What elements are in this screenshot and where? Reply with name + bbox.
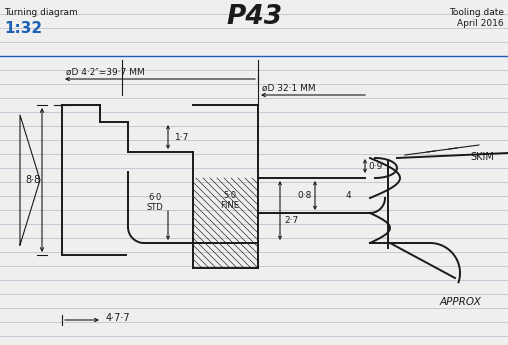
Text: 6·0
STD: 6·0 STD [147, 193, 164, 212]
Text: SKIM: SKIM [470, 152, 494, 162]
Text: 8·8: 8·8 [25, 175, 41, 185]
Text: Tooling date: Tooling date [449, 8, 504, 17]
Text: APPROX: APPROX [439, 297, 481, 307]
Text: April 2016: April 2016 [457, 19, 504, 28]
Text: 1·7: 1·7 [175, 132, 189, 141]
Text: 0·8: 0·8 [298, 191, 312, 200]
Text: 4: 4 [345, 191, 351, 200]
Text: 0·9: 0·9 [368, 161, 383, 170]
Text: 5·0
FINE: 5·0 FINE [220, 191, 239, 210]
Text: Turning diagram: Turning diagram [4, 8, 78, 17]
Text: øD 32·1 MM: øD 32·1 MM [262, 84, 315, 93]
Text: 2·7: 2·7 [284, 216, 298, 225]
Text: 1:32: 1:32 [4, 21, 42, 36]
Text: P43: P43 [226, 4, 282, 30]
Text: 4·7·7: 4·7·7 [106, 313, 131, 323]
Text: øD 4·2″=39·7 MM: øD 4·2″=39·7 MM [66, 68, 145, 77]
